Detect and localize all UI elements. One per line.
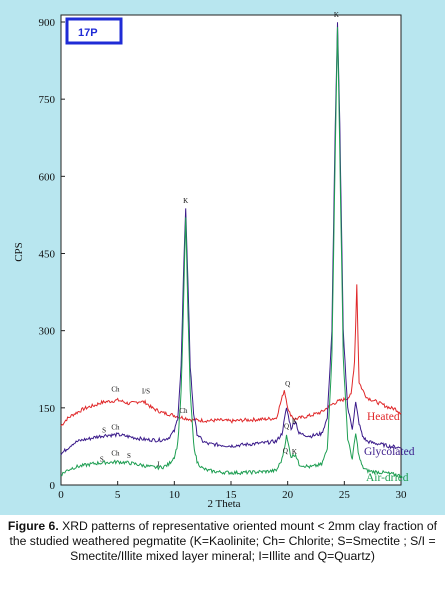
peak-label: Q bbox=[283, 447, 288, 455]
y-tick-label: 150 bbox=[39, 403, 56, 415]
peak-label: Ch bbox=[111, 423, 120, 431]
series-line-air-dried bbox=[60, 27, 402, 479]
caption-text: XRD patterns of representative oriented … bbox=[9, 519, 438, 563]
sample-label: 17P bbox=[78, 27, 98, 39]
y-tick-label: 300 bbox=[39, 326, 56, 338]
x-tick-label: 10 bbox=[169, 489, 181, 501]
peak-label: Ch bbox=[111, 385, 120, 393]
peak-label: Ch bbox=[179, 407, 188, 415]
x-tick-label: 15 bbox=[226, 489, 238, 501]
series-label: Air-dried bbox=[366, 472, 409, 484]
x-tick-label: 5 bbox=[115, 489, 121, 501]
caption-figure-label: Figure 6. bbox=[7, 519, 59, 533]
x-axis-label: 2 Theta bbox=[207, 498, 240, 510]
series-label: Heated bbox=[367, 411, 400, 423]
peak-label: K bbox=[292, 448, 297, 456]
plot-area bbox=[60, 14, 402, 486]
y-tick-label: 450 bbox=[39, 249, 56, 261]
peak-label: Q bbox=[285, 380, 290, 388]
peak-label: S bbox=[127, 452, 131, 460]
y-tick-label: 0 bbox=[50, 480, 56, 492]
y-tick-label: 750 bbox=[39, 94, 56, 106]
peak-label: Ch bbox=[111, 450, 120, 458]
series-label: Glycolated bbox=[364, 446, 415, 458]
peak-label: K bbox=[183, 197, 188, 205]
x-tick-label: 25 bbox=[339, 489, 351, 501]
peak-label: Q bbox=[284, 422, 289, 430]
peak-label: K bbox=[334, 11, 339, 19]
series-line-heated bbox=[60, 284, 402, 427]
peak-label: I/S bbox=[142, 387, 150, 395]
figure-caption: Figure 6. XRD patterns of representative… bbox=[6, 519, 439, 564]
x-tick-label: 0 bbox=[58, 489, 64, 501]
sample-label-box bbox=[65, 17, 123, 45]
peak-label: I bbox=[157, 460, 160, 468]
x-tick-label: 20 bbox=[282, 489, 294, 501]
y-tick-label: 600 bbox=[39, 171, 56, 183]
xrd-figure: 0 150 300 450 600 750 900 0 5 10 15 20 25 30 Heated Gl… bbox=[0, 0, 445, 515]
xrd-chart: 0 150 300 450 600 750 900 0 5 10 15 20 25 30 Heated Gl… bbox=[13, 10, 415, 510]
x-tick-label: 30 bbox=[396, 489, 408, 501]
peak-label: S bbox=[102, 427, 106, 435]
series-line-glycolated bbox=[60, 22, 402, 456]
peak-label: K bbox=[292, 417, 297, 425]
y-tick-label: 900 bbox=[39, 17, 56, 29]
peak-label: S bbox=[100, 455, 104, 463]
y-axis-label: CPS bbox=[13, 242, 25, 262]
